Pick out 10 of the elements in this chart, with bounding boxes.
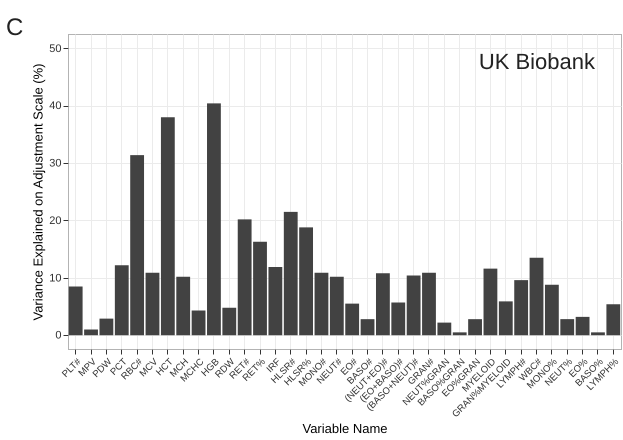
y-tick-label: 10 [49, 272, 62, 284]
x-axis-title: Variable Name [302, 420, 388, 436]
y-tick-label: 30 [49, 158, 62, 170]
annotation: UK Biobank [478, 49, 596, 74]
text: C [6, 14, 24, 41]
y-tick-label: 20 [49, 214, 62, 227]
y-axis-title: Variance Explained on Adjustment Scale (%) [30, 63, 46, 321]
y-tick-label: 40 [49, 100, 62, 112]
y-tick-label: 0 [55, 330, 62, 342]
y-tick-label: 50 [49, 42, 62, 55]
